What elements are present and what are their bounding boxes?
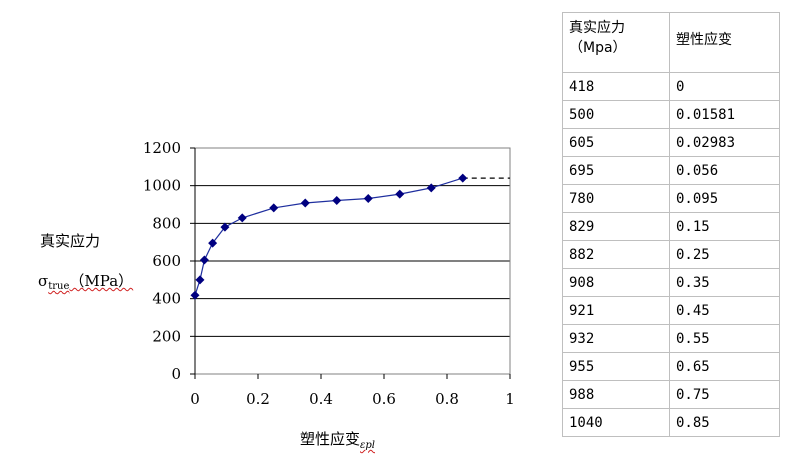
y-tick-label: 200 (152, 327, 181, 345)
x-tick-label: 0.4 (309, 390, 333, 408)
x-axis-epsilon: ε (360, 440, 366, 451)
x-tick-label: 1 (505, 390, 515, 408)
table-row: 955 0.65 (562, 352, 780, 381)
cell-strain: 0.02983 (669, 128, 780, 157)
data-point (426, 183, 436, 193)
stress-strain-chart: 0 200 400 600 800 1000 1200 0 0.2 0.4 0.6 0.8 1 (143, 139, 515, 408)
cell-strain: 0.35 (669, 268, 780, 297)
cell-stress: 955 (562, 352, 670, 381)
y-axis-subscript: true (48, 281, 70, 292)
data-point (363, 193, 373, 203)
cell-strain: 0.65 (669, 352, 780, 381)
x-axis-label-text: 塑性应变 (300, 430, 361, 448)
cell-stress: 605 (562, 128, 670, 157)
y-axis-sigma: σ (38, 272, 49, 290)
data-point (220, 222, 230, 232)
data-point (458, 173, 468, 183)
cell-strain: 0.75 (669, 380, 780, 409)
y-axis-unit: （MPa） (69, 272, 134, 290)
y-tick-label: 800 (152, 214, 181, 232)
cell-strain: 0.056 (669, 156, 780, 185)
axes (190, 147, 511, 379)
cell-strain: 0.45 (669, 296, 780, 325)
cell-strain: 0.25 (669, 240, 780, 269)
table-row: 921 0.45 (562, 296, 780, 325)
cell-strain: 0.095 (669, 184, 780, 213)
cell-stress: 418 (562, 72, 670, 101)
y-tick-label: 0 (171, 365, 181, 383)
data-point (300, 198, 310, 208)
table-row: 1040 0.85 (562, 408, 780, 437)
table-row: 932 0.55 (562, 324, 780, 353)
data-point (237, 213, 247, 223)
cell-stress: 908 (562, 268, 670, 297)
table-row: 500 0.01581 (562, 100, 780, 129)
data-point (208, 238, 218, 248)
table-row: 988 0.75 (562, 380, 780, 409)
table-row: 780 0.095 (562, 184, 780, 213)
data-table: 真实应力 （Mpa） 塑性应变 418 0 500 0.01581 605 0.02983 6… (562, 12, 780, 437)
cell-stress: 882 (562, 240, 670, 269)
cell-strain: 0 (669, 72, 780, 101)
x-axis-label: 塑性应变εpl (300, 428, 375, 451)
table-row: 829 0.15 (562, 212, 780, 241)
cell-stress: 829 (562, 212, 670, 241)
table-header-row: 真实应力 （Mpa） 塑性应变 (562, 12, 780, 73)
data-point (199, 255, 209, 265)
y-tick-labels: 0 200 400 600 800 1000 1200 (143, 139, 181, 383)
y-axis-label: 真实应力 (40, 232, 101, 250)
table-row: 695 0.056 (562, 156, 780, 185)
cell-stress: 780 (562, 184, 670, 213)
cell-stress: 500 (562, 100, 670, 129)
y-tick-label: 1000 (143, 177, 181, 195)
y-axis-symbol: σtrue（MPa） (38, 270, 133, 292)
data-point (395, 189, 405, 199)
cell-strain: 0.85 (669, 408, 780, 437)
x-tick-labels: 0 0.2 0.4 0.6 0.8 1 (190, 390, 515, 408)
cell-stress: 1040 (562, 408, 670, 437)
data-point (190, 290, 200, 300)
cell-strain: 0.01581 (669, 100, 780, 129)
data-point (332, 196, 342, 206)
series-layer (190, 173, 510, 300)
y-tick-label: 600 (152, 252, 181, 270)
header-stress-line1: 真实应力 (569, 20, 625, 36)
cell-stress: 921 (562, 296, 670, 325)
cell-strain: 0.55 (669, 324, 780, 353)
header-stress-unit: （Mpa） (569, 40, 627, 56)
header-strain: 塑性应变 (669, 12, 780, 73)
x-tick-label: 0.8 (435, 390, 459, 408)
y-tick-label: 400 (152, 290, 181, 308)
table-row: 418 0 (562, 72, 780, 101)
header-stress: 真实应力 （Mpa） (562, 12, 670, 73)
x-tick-label: 0.6 (372, 390, 396, 408)
cell-stress: 695 (562, 156, 670, 185)
x-axis-subscript: pl (365, 440, 375, 451)
x-tick-label: 0 (190, 390, 200, 408)
x-tick-label: 0.2 (246, 390, 270, 408)
table-row: 908 0.35 (562, 268, 780, 297)
series-line (194, 177, 463, 296)
cell-stress: 988 (562, 380, 670, 409)
table-row: 882 0.25 (562, 240, 780, 269)
table-row: 605 0.02983 (562, 128, 780, 157)
cell-stress: 932 (562, 324, 670, 353)
data-point (195, 275, 205, 285)
cell-strain: 0.15 (669, 212, 780, 241)
data-point (269, 203, 279, 213)
y-tick-label: 1200 (143, 139, 181, 157)
